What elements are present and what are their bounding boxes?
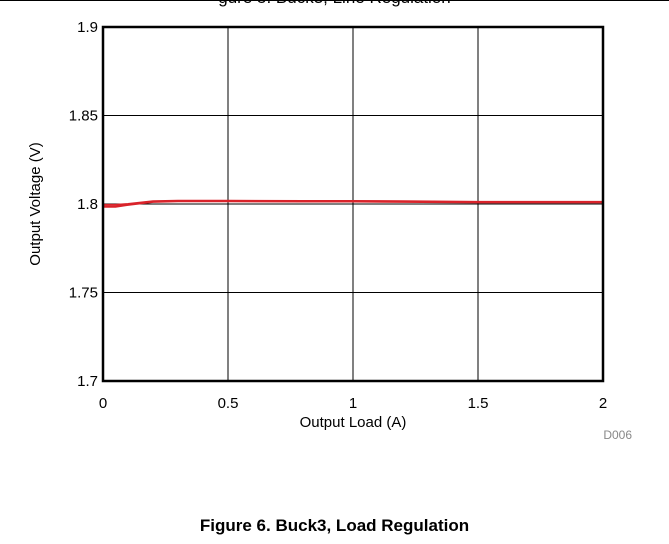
y-tick-label: 1.7 — [77, 373, 98, 390]
x-tick-label: 2 — [599, 395, 607, 412]
y-axis-label: Output Voltage (V) — [27, 142, 44, 265]
figure-id-annotation: D006 — [603, 428, 632, 440]
y-tick-label: 1.85 — [69, 108, 98, 125]
figure-caption: Figure 6. Buck3, Load Regulation — [199, 516, 470, 535]
previous-figure-title: gure 5. Buck3, Line Regulation — [0, 0, 669, 8]
y-tick-label: 1.8 — [77, 196, 98, 213]
x-axis-label: Output Load (A) — [300, 414, 407, 431]
x-tick-label: 0.5 — [218, 395, 239, 412]
series-line — [103, 200, 603, 208]
x-tick-label: 0 — [99, 395, 107, 412]
x-tick-label: 1 — [349, 395, 357, 412]
top-border — [0, 0, 669, 1]
load-regulation-chart: 0 0.5 1 1.5 2 1.7 1.75 1.8 1.85 1.9 Output Load (A… — [27, 19, 632, 440]
x-tick-label: 1.5 — [468, 395, 489, 412]
figure-frame: gure 5. Buck3, Line Regulation 0 0.5 1 1.5 2… — [0, 0, 669, 440]
plot-area-border — [101, 25, 605, 383]
y-tick-label: 1.75 — [69, 285, 98, 302]
y-tick-label: 1.9 — [77, 19, 98, 36]
